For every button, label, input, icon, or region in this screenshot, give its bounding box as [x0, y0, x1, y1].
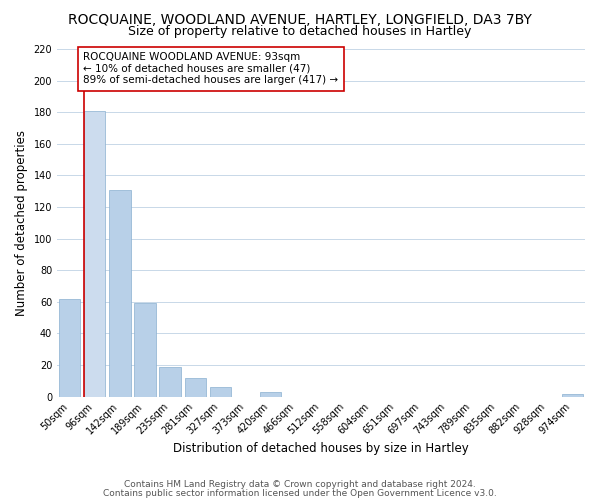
Text: ROCQUAINE WOODLAND AVENUE: 93sqm
← 10% of detached houses are smaller (47)
89% o: ROCQUAINE WOODLAND AVENUE: 93sqm ← 10% o… [83, 52, 338, 86]
Bar [134, 304, 156, 396]
Bar [210, 387, 231, 396]
Text: Contains public sector information licensed under the Open Government Licence v3: Contains public sector information licen… [103, 488, 497, 498]
Bar [109, 190, 131, 396]
Text: Size of property relative to detached houses in Hartley: Size of property relative to detached ho… [128, 25, 472, 38]
Text: Contains HM Land Registry data © Crown copyright and database right 2024.: Contains HM Land Registry data © Crown c… [124, 480, 476, 489]
Bar [260, 392, 281, 396]
Bar [562, 394, 583, 396]
Bar [84, 110, 106, 397]
Bar [59, 298, 80, 396]
Y-axis label: Number of detached properties: Number of detached properties [15, 130, 28, 316]
Bar [185, 378, 206, 396]
Bar [160, 366, 181, 396]
Text: ROCQUAINE, WOODLAND AVENUE, HARTLEY, LONGFIELD, DA3 7BY: ROCQUAINE, WOODLAND AVENUE, HARTLEY, LON… [68, 12, 532, 26]
X-axis label: Distribution of detached houses by size in Hartley: Distribution of detached houses by size … [173, 442, 469, 455]
